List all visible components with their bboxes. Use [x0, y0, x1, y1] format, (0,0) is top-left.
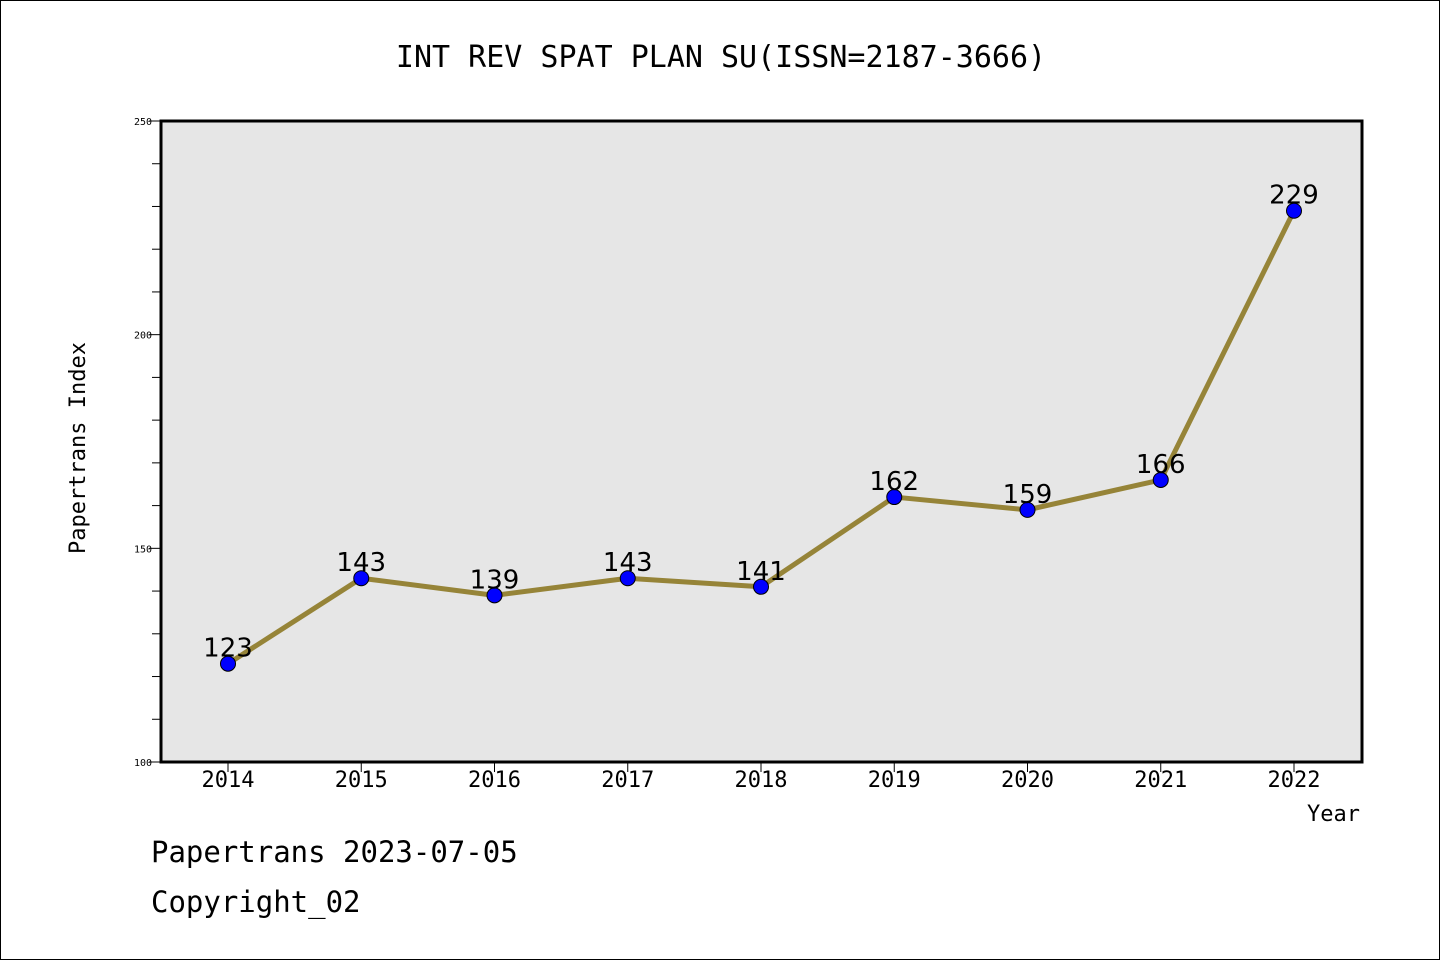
data-label: 123 — [203, 634, 253, 664]
data-point — [753, 578, 769, 595]
data-point — [1019, 501, 1036, 518]
data-point — [1152, 471, 1169, 488]
data-label: 143 — [603, 548, 653, 578]
footer-copyright: Copyright_02 — [151, 885, 361, 919]
y-tick-label: 150 — [134, 544, 152, 555]
x-tick-label: 2018 — [735, 768, 788, 793]
x-axis-title: Year — [1307, 802, 1360, 827]
plot-area — [159, 119, 1364, 764]
data-point — [353, 570, 370, 587]
x-tick-label: 2020 — [1001, 768, 1054, 793]
data-label: 139 — [470, 565, 520, 595]
series-layer — [220, 202, 1302, 672]
data-label: 166 — [1136, 450, 1186, 480]
data-label: 141 — [736, 557, 786, 587]
y-axis-title: Papertrans Index — [66, 342, 91, 554]
y-tick-label: 250 — [134, 117, 152, 128]
x-tick-label: 2022 — [1268, 768, 1321, 793]
x-tick-label: 2014 — [202, 768, 255, 793]
data-labels: 123 143 139 143 141 162 159 166 229 — [203, 181, 1319, 664]
data-point — [486, 587, 503, 604]
y-tick-label: 100 — [134, 758, 152, 769]
y-tick-label: 200 — [134, 331, 152, 342]
chart-title: INT REV SPAT PLAN SU(ISSN=2187-3666) — [396, 40, 1046, 75]
x-axis: 2014 2015 2016 2017 2018 2019 2020 2021 2022 — [202, 762, 1321, 793]
x-tick-label: 2019 — [868, 768, 921, 793]
footer-date: Papertrans 2023-07-05 — [151, 835, 518, 869]
data-point — [1286, 202, 1302, 219]
x-tick-label: 2015 — [335, 768, 388, 793]
data-label: 159 — [1003, 480, 1053, 510]
data-point — [220, 655, 236, 672]
x-tick-label: 2021 — [1134, 768, 1187, 793]
data-point — [619, 570, 636, 587]
data-point — [886, 489, 903, 506]
data-label: 143 — [336, 548, 386, 578]
data-label: 229 — [1269, 181, 1319, 211]
x-tick-label: 2017 — [601, 768, 654, 793]
x-tick-label: 2016 — [468, 768, 521, 793]
y-axis: 100 150 200 250 — [134, 117, 161, 769]
data-label: 162 — [869, 467, 919, 497]
